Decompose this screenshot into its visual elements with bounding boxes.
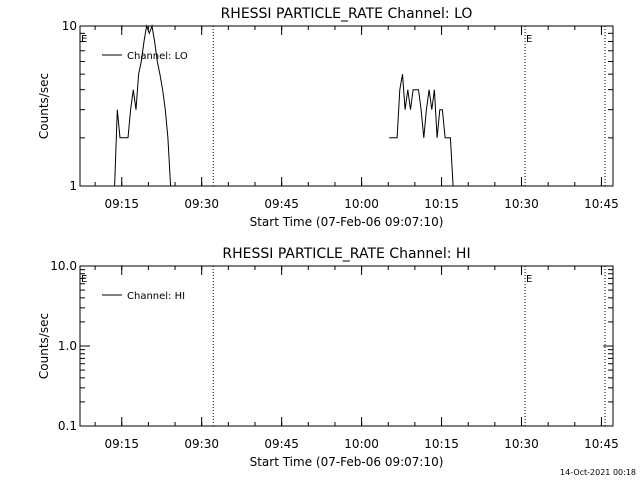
panel1-plot-frame [79,25,614,187]
panel1-event-marker: E [526,34,532,45]
panel2-y-tick-label: 1.0 [58,339,77,353]
panel2-event-marker: E [526,274,532,285]
panel2-legend-label: Channel: HI [127,291,185,302]
panel1-x-tick-label: 10:15 [424,197,459,211]
panel1-x-tick-label: 10:00 [344,197,379,211]
panel2-x-tick-label: 10:15 [424,437,459,451]
panel1-x-tick-label: 10:30 [504,197,539,211]
panel1-x-tick-label: 09:30 [184,197,219,211]
panel2-x-tick-label: 09:30 [184,437,219,451]
panel2-x-tick-label: 10:00 [344,437,379,451]
panel1-y-tick-label: 1 [69,179,77,193]
panel2-plot-frame [79,265,614,427]
timestamp-label: 14-Oct-2021 00:18 [560,468,636,477]
panel1-series-line [114,24,172,187]
panel1-x-tick-label: 09:15 [104,197,139,211]
panel2-x-axis-label: Start Time (07-Feb-06 09:07:10) [250,455,444,469]
panel1-y-axis-label: Counts/sec [37,73,51,139]
panel2-x-tick-label: 09:45 [264,437,299,451]
panel1-y-tick-label: 10 [62,19,77,33]
panel1-x-tick-label: 10:45 [584,197,619,211]
panel2-y-axis-label: Counts/sec [37,313,51,379]
panel1-chart-title: RHESSI PARTICLE_RATE Channel: LO [221,6,473,22]
panel2-x-tick-label: 10:30 [504,437,539,451]
panel1-legend-label: Channel: LO [127,51,188,62]
panel2-y-tick-label: 0.1 [58,419,77,433]
panel2-x-tick-label: 10:45 [584,437,619,451]
panel2-event-marker: E [81,274,87,285]
panel1-event-marker: E [81,34,87,45]
panel1-x-axis-label: Start Time (07-Feb-06 09:07:10) [250,215,444,229]
panel2-x-tick-label: 09:15 [104,437,139,451]
panel2-y-tick-label: 10.0 [50,259,77,273]
panel1-x-tick-label: 09:45 [264,197,299,211]
panel2-chart-title: RHESSI PARTICLE_RATE Channel: HI [222,246,470,262]
panel1-series-line [389,74,454,187]
